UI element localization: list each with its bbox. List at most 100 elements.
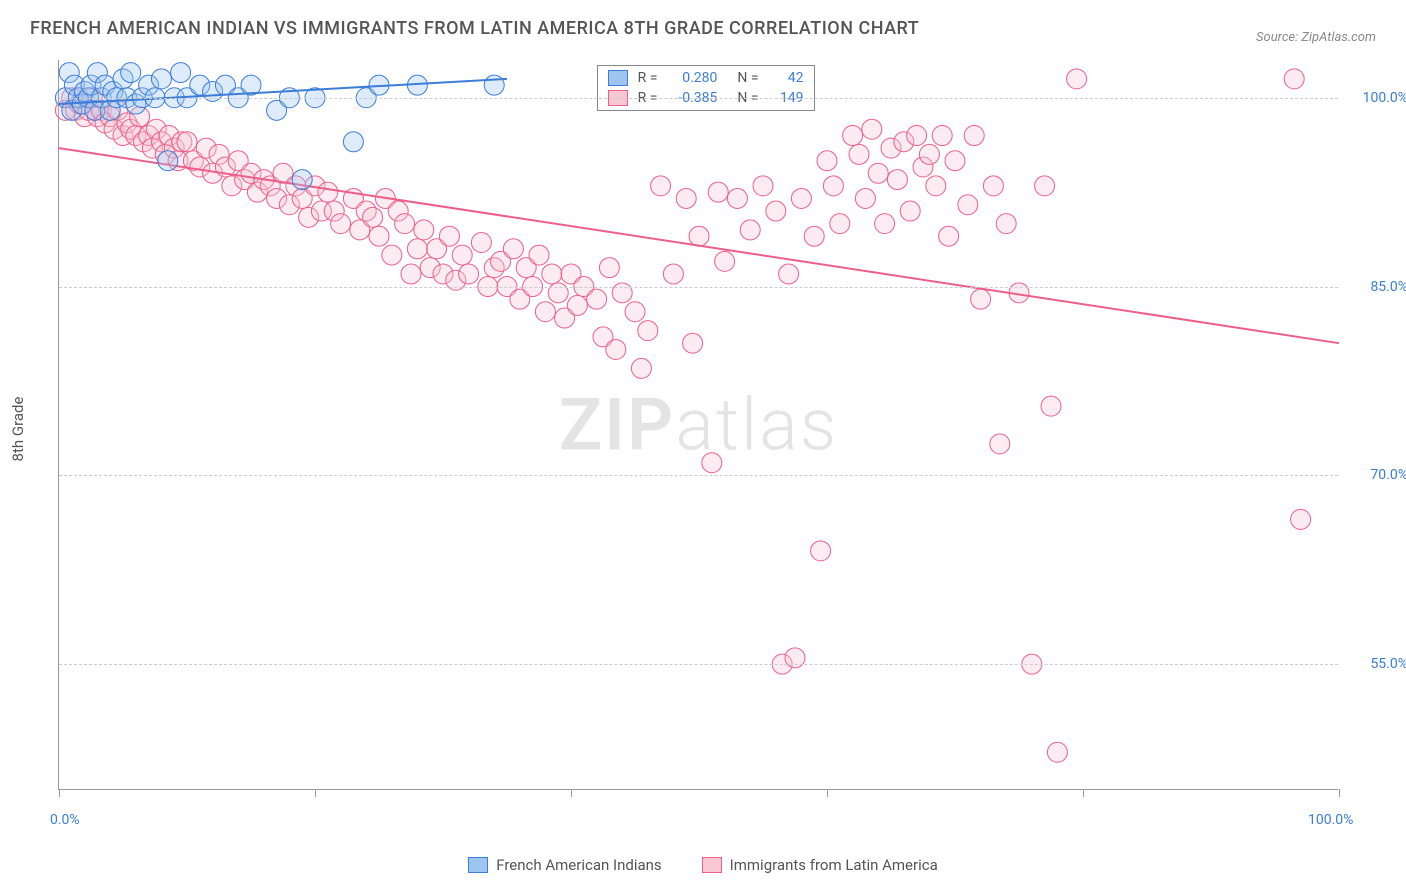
- data-point: [727, 188, 747, 208]
- data-point: [529, 245, 549, 265]
- chart-title: FRENCH AMERICAN INDIAN VS IMMIGRANTS FRO…: [30, 18, 919, 39]
- data-point: [401, 264, 421, 284]
- data-point: [817, 151, 837, 171]
- data-point: [535, 302, 555, 322]
- data-point: [382, 245, 402, 265]
- legend-swatch: [468, 857, 488, 873]
- data-point: [343, 132, 363, 152]
- data-point: [663, 264, 683, 284]
- data-point: [996, 214, 1016, 234]
- bottom-legend: French American Indians Immigrants from L…: [0, 856, 1406, 874]
- grid-line: [59, 475, 1338, 476]
- legend-label: Immigrants from Latin America: [730, 856, 938, 874]
- data-point: [753, 176, 773, 196]
- x-tick: [315, 789, 316, 797]
- x-tick: [59, 789, 60, 797]
- data-point: [363, 207, 383, 227]
- y-tick-label: 100.0%: [1348, 90, 1406, 106]
- data-point: [990, 434, 1010, 454]
- data-point: [983, 176, 1003, 196]
- data-point: [331, 214, 351, 234]
- data-point: [939, 226, 959, 246]
- data-point: [804, 226, 824, 246]
- x-tick: [1339, 789, 1340, 797]
- data-point: [1284, 69, 1304, 89]
- data-point: [919, 144, 939, 164]
- data-point: [177, 132, 197, 152]
- data-point: [926, 176, 946, 196]
- grid-line: [59, 287, 1338, 288]
- x-tick: [827, 789, 828, 797]
- data-point: [1047, 742, 1067, 762]
- data-point: [875, 214, 895, 234]
- data-point: [567, 295, 587, 315]
- data-point: [823, 176, 843, 196]
- grid-line: [59, 98, 1338, 99]
- data-point: [843, 126, 863, 146]
- n-value: 42: [769, 70, 804, 86]
- data-point: [439, 226, 459, 246]
- data-point: [779, 264, 799, 284]
- source-attribution: Source: ZipAtlas.com: [1256, 30, 1376, 45]
- y-tick-label: 70.0%: [1348, 467, 1406, 483]
- correlation-legend: R =0.280N =42R =-0.385N =149: [597, 65, 815, 111]
- data-point: [855, 188, 875, 208]
- plot-area: ZIPatlas R =0.280N =42R =-0.385N =149 55…: [58, 60, 1338, 790]
- data-point: [683, 333, 703, 353]
- data-point: [676, 188, 696, 208]
- data-point: [830, 214, 850, 234]
- grid-line: [59, 664, 1338, 665]
- x-tick-label: 100.0%: [1308, 812, 1353, 828]
- data-point: [740, 220, 760, 240]
- data-point: [702, 453, 722, 473]
- data-point: [369, 226, 389, 246]
- data-point: [121, 63, 141, 83]
- data-point: [1067, 69, 1087, 89]
- data-point: [868, 163, 888, 183]
- data-point: [625, 302, 645, 322]
- r-label: R =: [638, 70, 658, 86]
- data-point: [907, 126, 927, 146]
- data-point: [638, 321, 658, 341]
- data-point: [958, 195, 978, 215]
- data-point: [766, 201, 786, 221]
- data-point: [459, 264, 479, 284]
- y-tick-label: 55.0%: [1348, 656, 1406, 672]
- data-point: [849, 144, 869, 164]
- data-point: [318, 182, 338, 202]
- data-point: [414, 220, 434, 240]
- chart-svg: [59, 60, 1338, 789]
- data-point: [689, 226, 709, 246]
- data-point: [395, 214, 415, 234]
- n-label: N =: [737, 70, 758, 86]
- bottom-legend-item: French American Indians: [468, 856, 661, 874]
- data-point: [542, 264, 562, 284]
- data-point: [971, 289, 991, 309]
- data-point: [599, 258, 619, 278]
- legend-row: R = 0.280 N = 42: [598, 68, 814, 88]
- data-point: [407, 239, 427, 259]
- data-point: [708, 182, 728, 202]
- legend-swatch: [702, 857, 722, 873]
- data-point: [1035, 176, 1055, 196]
- data-point: [1041, 396, 1061, 416]
- data-point: [171, 63, 191, 83]
- legend-label: French American Indians: [496, 856, 661, 874]
- y-tick-label: 85.0%: [1348, 279, 1406, 295]
- data-point: [932, 126, 952, 146]
- data-point: [503, 239, 523, 259]
- x-tick: [1083, 789, 1084, 797]
- data-point: [811, 541, 831, 561]
- data-point: [452, 245, 472, 265]
- data-point: [606, 339, 626, 359]
- r-value: 0.280: [667, 70, 717, 86]
- legend-swatch: [608, 70, 628, 86]
- data-point: [631, 358, 651, 378]
- bottom-legend-item: Immigrants from Latin America: [702, 856, 938, 874]
- data-point: [292, 170, 312, 190]
- data-point: [1291, 509, 1311, 529]
- data-point: [887, 170, 907, 190]
- x-tick-label: 0.0%: [50, 812, 80, 828]
- data-point: [158, 151, 178, 171]
- x-tick: [571, 789, 572, 797]
